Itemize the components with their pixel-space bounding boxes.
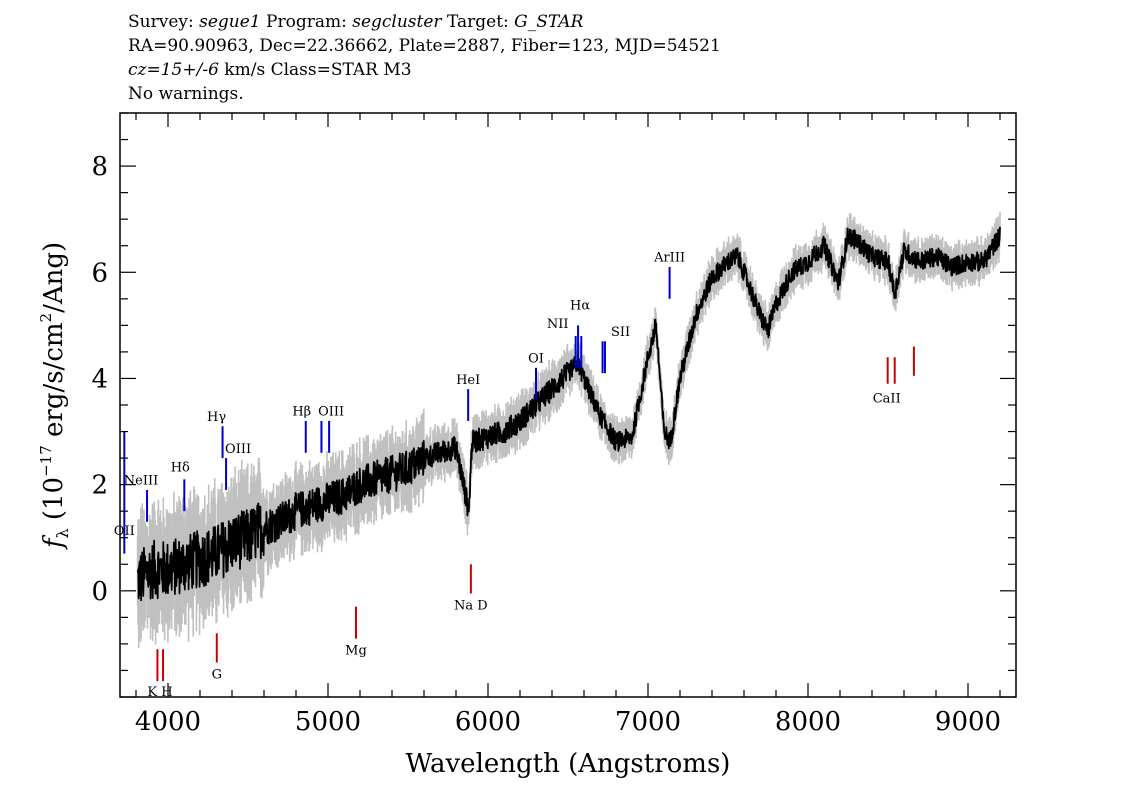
line-label-KH: K H: [147, 685, 172, 700]
y-tick-label: 4: [91, 364, 108, 394]
y-tick-label: 6: [91, 258, 108, 288]
line-label-HeI: HeI: [456, 373, 480, 388]
line-label-H-delta: Hδ: [171, 460, 190, 475]
line-label-ArIII: ArIII: [653, 251, 685, 266]
ylabel-units: erg/s/cm: [39, 322, 69, 445]
header-line-redshift: cz=15+/-6 km/s Class=STAR M3: [128, 60, 412, 80]
x-axis-title: Wavelength (Angstroms): [406, 749, 731, 779]
error-band-path: [136, 211, 1001, 648]
x-tick-label: 5000: [295, 707, 361, 737]
ylabel-close: /Ang): [39, 242, 69, 313]
ylabel-exp: −17: [37, 445, 55, 477]
ylabel-open: (10: [39, 477, 69, 529]
y-tick-label: 2: [91, 471, 108, 501]
x-tick-label: 9000: [935, 707, 1001, 737]
flux-line: [136, 226, 1001, 602]
header-line-warnings: No warnings.: [128, 84, 244, 104]
header-line-survey: Survey: segue1 Program: segcluster Targe…: [128, 12, 584, 32]
x-tick-label: 4000: [135, 707, 201, 737]
line-label-OII: OII: [114, 524, 135, 539]
line-label-NaD: Na D: [454, 598, 488, 613]
x-tick-label: 7000: [615, 707, 681, 737]
ylabel-lambda: λ: [53, 528, 72, 538]
line-label-H-gamma: Hγ: [207, 410, 226, 425]
line-label-Mg: Mg: [345, 644, 367, 659]
header-line-coordinates: RA=90.90963, Dec=22.36662, Plate=2887, F…: [128, 36, 721, 56]
y-tick-label: 8: [91, 152, 108, 182]
axes: 4000 5000 6000 7000 8000 9000 0 2 4 6 8: [91, 112, 1017, 737]
line-label-CaII-8542: CaII: [873, 391, 901, 406]
line-label-OIII-5007: OIII: [318, 405, 344, 420]
line-label-NII-6548: NII: [547, 317, 569, 332]
flux-series: [136, 226, 1001, 602]
error-band: [136, 211, 1001, 648]
y-axis-title: fλ (10−17 erg/s/cm2/Ang): [37, 242, 72, 550]
x-tick-label: 6000: [455, 707, 521, 737]
line-label-NeIII: NeIII: [124, 474, 158, 489]
line-label-G: G: [212, 667, 222, 682]
line-label-H-beta: Hβ: [292, 405, 311, 420]
line-label-H-alpha: Hα: [570, 298, 590, 313]
x-tick-label: 8000: [775, 707, 841, 737]
ylabel-sq: 2: [37, 313, 55, 323]
line-label-SII-6716: SII: [611, 325, 630, 340]
line-label-OIII-4363: OIII: [225, 442, 251, 457]
y-tick-label: 0: [91, 577, 108, 607]
spectrum-header: Survey: segue1 Program: segcluster Targe…: [128, 10, 721, 106]
line-label-OI: OI: [528, 352, 544, 367]
